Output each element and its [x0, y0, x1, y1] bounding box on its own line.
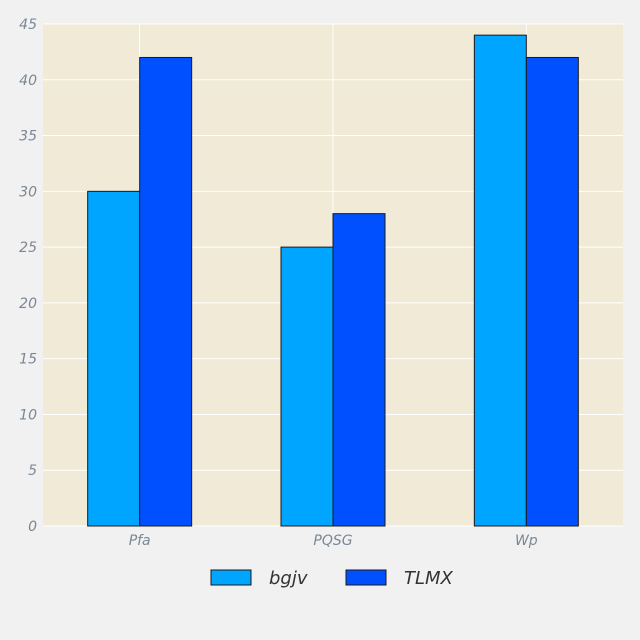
y-axis-ticks: 0 5 10 15 20 25 30 35 40 45 — [19, 17, 37, 535]
x-axis-ticks: Pfa PQSG Wp — [129, 533, 538, 549]
y-tick-label: 20 — [19, 296, 37, 312]
legend-swatch — [210, 569, 252, 586]
legend-label: TLMX — [404, 568, 454, 589]
legend-swatch — [345, 569, 387, 586]
x-tick-label: Wp — [515, 533, 538, 549]
x-tick-label: Pfa — [129, 533, 151, 549]
bar-TLMX-Pfa[interactable] — [139, 56, 193, 527]
bar-bgjv-PQSG[interactable] — [280, 246, 334, 527]
y-tick-label: 25 — [19, 240, 37, 256]
legend[interactable]: bgjv TLMX — [210, 568, 454, 589]
y-tick-label: 0 — [28, 519, 37, 535]
bar-TLMX-Wp[interactable] — [525, 56, 579, 527]
y-tick-label: 40 — [19, 73, 37, 89]
legend-item-TLMX[interactable]: TLMX — [345, 568, 454, 589]
y-tick-label: 30 — [19, 184, 37, 200]
legend-label: bgjv — [269, 568, 308, 589]
bar-bgjv-Pfa[interactable] — [87, 190, 141, 527]
legend-item-bgjv[interactable]: bgjv — [210, 568, 308, 589]
bars — [87, 34, 579, 527]
bar-TLMX-PQSG[interactable] — [332, 213, 386, 527]
bar-bgjv-Wp[interactable] — [473, 34, 527, 527]
y-tick-label: 45 — [19, 17, 37, 33]
y-tick-label: 35 — [19, 129, 37, 145]
y-tick-label: 10 — [19, 407, 37, 423]
y-tick-label: 15 — [19, 352, 37, 368]
y-tick-label: 5 — [28, 463, 37, 479]
x-tick-label: PQSG — [313, 533, 352, 549]
